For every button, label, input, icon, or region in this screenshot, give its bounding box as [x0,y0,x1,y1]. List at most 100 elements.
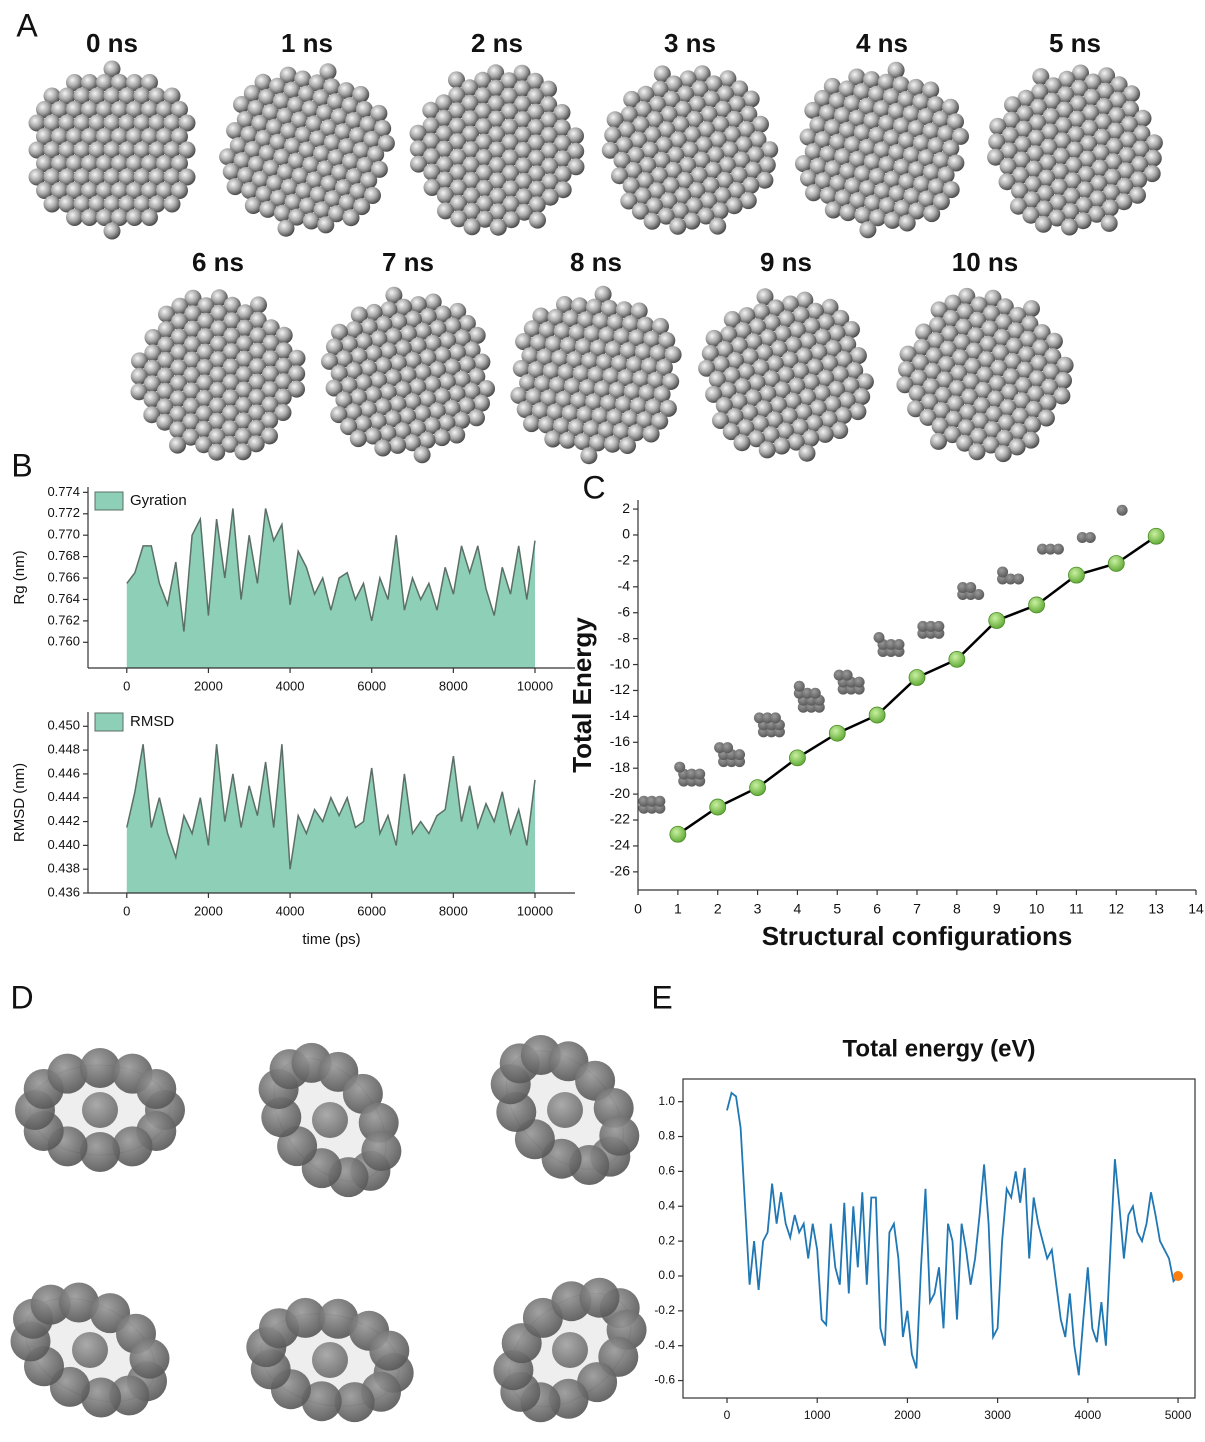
atom [1067,126,1085,144]
atom [999,399,1017,417]
atom [835,351,853,368]
atom [448,426,466,444]
atom [448,86,466,104]
atom [156,182,173,199]
atom [997,414,1015,432]
atom [360,318,378,336]
atom [369,412,387,430]
atom [330,406,348,424]
atom [1070,79,1088,97]
atom [761,141,779,159]
atom [922,122,940,140]
atom [653,385,671,403]
atom [468,326,486,344]
icon-atom [694,768,706,780]
x-tick-label: 1 [674,901,682,917]
atom [1089,190,1107,208]
atom [883,129,901,147]
atom [937,166,955,184]
atom [726,408,744,426]
atom [254,73,272,91]
atom [141,182,158,199]
atom [313,145,330,163]
atom [829,174,847,192]
atom [1143,165,1161,183]
atom [747,146,765,164]
x-tick-label: 5000 [1165,1408,1192,1422]
atom [615,136,633,154]
atom [759,329,777,347]
snapshot-label: 7 ns [382,247,434,277]
atom [51,101,68,118]
atom [824,339,842,357]
atom [541,142,558,160]
atom [163,195,181,213]
atom [734,322,752,340]
atom [810,343,828,361]
atom [309,186,327,204]
atom [279,66,297,84]
atom [275,373,292,391]
atom [719,382,737,399]
atom [28,168,46,186]
atom [839,336,857,353]
icon-atom [917,620,929,632]
atom [660,192,678,210]
atom [337,82,355,100]
icon-atom [933,620,945,632]
atom [721,141,739,159]
atom [291,167,309,185]
atom [449,164,467,181]
panel-label: D [10,979,33,1015]
atom [1052,147,1070,165]
y-tick-label: 0.760 [47,634,80,649]
atom [66,128,83,145]
atom [932,151,950,169]
atom [195,436,213,454]
atom [463,187,480,205]
atom [255,185,273,203]
atom [433,429,451,447]
atom [458,356,476,374]
atom [350,347,368,365]
atom [424,334,442,352]
atom [197,312,215,330]
atom [632,116,650,134]
icon-atom [873,632,885,644]
atom [998,173,1016,191]
atom [814,131,832,149]
x-tick-label: 4 [794,901,802,917]
y-tick-label: -2 [618,552,631,568]
cluster-atom [552,1332,588,1368]
atom [606,408,624,426]
atom [141,209,158,226]
atom [275,342,293,360]
atom [752,115,769,133]
atom [226,178,244,196]
atom [751,415,769,433]
atom [893,199,911,217]
atom [1108,107,1126,125]
atom [800,169,817,187]
atom [730,337,748,355]
data-point [709,798,727,816]
atom [487,64,505,82]
atom [28,141,46,159]
atom [423,148,440,166]
atom [1104,168,1121,186]
atom [223,327,241,345]
atom [118,168,136,186]
atom [814,89,832,107]
atom [744,389,762,407]
atom [877,73,895,91]
atom [883,211,901,229]
atom [799,388,816,406]
atom [643,330,661,348]
atom [777,366,795,384]
atom [449,148,467,166]
atom [957,419,975,437]
atom [1009,306,1027,324]
atom [641,141,659,159]
plot-frame [682,1078,1196,1399]
atom [695,136,713,154]
